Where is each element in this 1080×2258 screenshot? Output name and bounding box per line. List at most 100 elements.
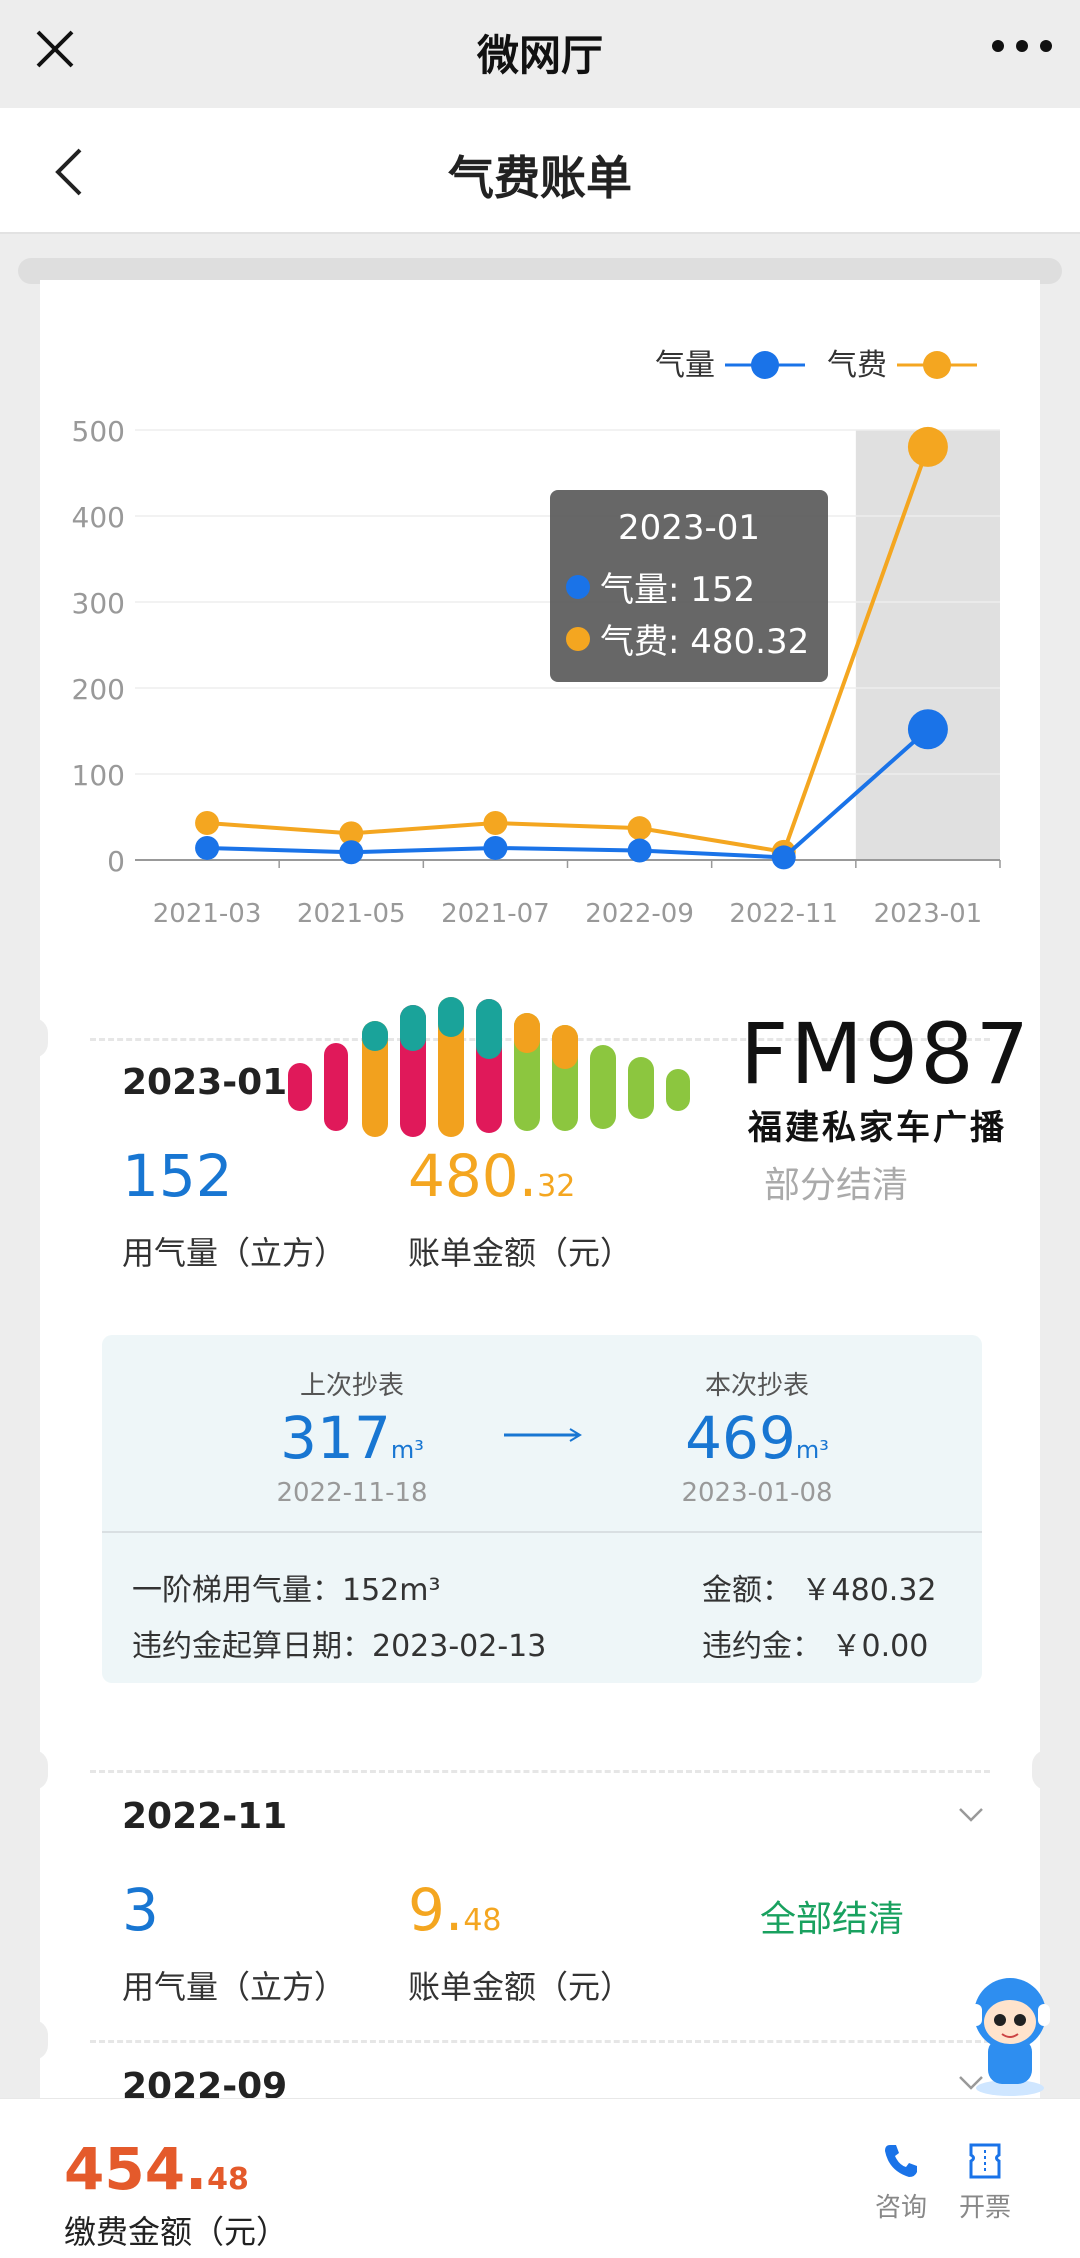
bill-amount-int: 9. [408, 1876, 464, 1944]
window-title-bar: 微网厅 [0, 0, 1080, 108]
tier-amount: 金额： ￥480.32 [702, 1573, 937, 1608]
payment-amount: 454.48 [64, 2135, 249, 2203]
arrow-right-icon [504, 1428, 582, 1442]
nav-bar: 气费账单 [0, 108, 1080, 234]
y-tick-label: 300 [72, 587, 125, 620]
status-badge: 部分结清 [764, 1165, 909, 1206]
data-point-fee [627, 816, 652, 841]
invoice-button[interactable]: 开票 [950, 2141, 1020, 2224]
chart-tooltip: 2023-01 气量: 152 气费: 480.32 [550, 490, 828, 682]
legend-label: 气费 [827, 348, 887, 383]
series-line-fee [206, 446, 930, 855]
y-tick-label: 0 [107, 845, 125, 878]
legend-label: 气量 [655, 348, 715, 383]
bill-month: 2022-11 [122, 1796, 288, 1837]
curr-reading-date: 2023-01-08 [681, 1478, 833, 1508]
watermark-subtitle: 福建私家车广播 [748, 1108, 1007, 1148]
card-notch [18, 2020, 48, 2060]
watermark-brand: FM987 [740, 1005, 1032, 1103]
data-point-fee [907, 426, 948, 467]
bill-month: 2023-01 [122, 1062, 288, 1103]
y-tick-label: 400 [72, 501, 125, 534]
bill-chart[interactable]: 500 400 300 200 100 0 2021-03 2021-05 2021-07 202… [40, 280, 1040, 960]
chart-highlight-band [855, 430, 1000, 860]
scroll-indicator [18, 258, 1062, 284]
prev-reading: 上次抄表 317m³ 2022-11-18 [252, 1365, 452, 1508]
tier-usage: 一阶梯用气量：152m³ [132, 1573, 441, 1608]
bill-amount-value: 9.48 [408, 1876, 502, 1944]
data-point-gas [907, 709, 948, 750]
prev-reading-date: 2022-11-18 [276, 1478, 428, 1508]
phone-icon [885, 2145, 917, 2177]
curr-reading-value: 469 [685, 1404, 796, 1472]
page-title: 气费账单 [448, 151, 632, 205]
x-tick-label: 2022-11 [729, 899, 838, 929]
status-badge: 全部结清 [760, 1899, 905, 1940]
payment-amount-dec: 48 [207, 2162, 249, 2197]
data-point-fee [195, 811, 220, 836]
tooltip-fee-dot [566, 626, 590, 651]
x-tick-label: 2023-01 [874, 899, 983, 929]
prev-reading-value: 317 [280, 1404, 391, 1472]
gas-volume-label: 用气量（立方） [122, 1234, 347, 1272]
card-notch [18, 1750, 48, 1790]
x-tick-label: 2021-03 [153, 899, 262, 929]
data-point-gas [627, 838, 652, 863]
consult-label: 咨询 [874, 2193, 927, 2223]
legend-marker [923, 351, 951, 379]
radio-logo-watermark [288, 997, 690, 1137]
curr-reading-value-wrap: 469m³ [657, 1404, 857, 1472]
meter-reading-panel: 上次抄表 317m³ 2022-11-18 本次抄表 469m³ 2023-01… [102, 1335, 982, 1683]
y-tick-label: 200 [72, 673, 125, 706]
series-line-gas [207, 727, 930, 860]
card-notch [18, 1018, 48, 1058]
payment-amount-label: 缴费金额（元） [64, 2213, 289, 2251]
invoice-label: 开票 [958, 2193, 1011, 2223]
bill-amount-dec: 32 [537, 1169, 576, 1204]
bill-amount-label: 账单金额（元） [408, 1234, 633, 1272]
tooltip-row-fee: 气费: 480.32 [566, 614, 809, 663]
bill-amount-dec: 48 [463, 1903, 502, 1938]
penalty-start-date: 违约金起算日期：2023-02-13 [132, 1629, 547, 1664]
gas-volume-value: 152 [122, 1142, 233, 1210]
chevron-down-icon[interactable] [958, 1806, 984, 1824]
payment-amount-int: 454. [64, 2135, 208, 2203]
tooltip-fee-text: 气费: 480.32 [600, 622, 810, 662]
radio-logo-bars [288, 997, 690, 1137]
curr-reading: 本次抄表 469m³ 2023-01-08 [657, 1365, 857, 1508]
y-tick-label: 100 [72, 759, 125, 792]
bill-card: 500 400 300 200 100 0 2021-03 2021-05 2021-07 202… [18, 280, 1062, 2107]
tooltip-gas-dot [566, 574, 590, 599]
data-point-gas [483, 835, 508, 860]
data-point-fee [339, 821, 364, 846]
curr-reading-label: 本次抄表 [704, 1371, 809, 1401]
tooltip-date: 2023-01 [617, 508, 761, 548]
prev-reading-label: 上次抄表 [299, 1371, 404, 1401]
penalty-amount: 违约金： ￥0.00 [702, 1629, 929, 1664]
ticket-icon [969, 2143, 1001, 2179]
window-title: 微网厅 [476, 31, 603, 80]
x-tick-label: 2021-07 [441, 899, 550, 929]
data-point-gas [195, 835, 220, 860]
data-point-fee [483, 811, 508, 836]
gas-volume-value: 3 [122, 1876, 159, 1944]
bill-amount-int: 480. [408, 1142, 538, 1210]
divider [90, 1770, 990, 1773]
more-icon[interactable] [992, 40, 1052, 54]
close-icon[interactable] [30, 24, 80, 74]
divider [90, 2040, 990, 2043]
back-icon[interactable] [50, 146, 90, 198]
gas-volume-label: 用气量（立方） [122, 1968, 347, 2006]
prev-reading-unit: m³ [390, 1436, 424, 1464]
payment-bar: 454.48 缴费金额（元） 咨询 开票 [0, 2098, 1080, 2258]
x-tick-label: 2021-05 [297, 899, 406, 929]
assistant-mascot-icon[interactable] [960, 1970, 1060, 2100]
legend-marker [751, 351, 779, 379]
data-point-gas [771, 845, 796, 870]
chart-svg: 500 400 300 200 100 0 2021-03 2021-05 2021-07 202… [72, 348, 1001, 929]
consult-button[interactable]: 咨询 [866, 2141, 936, 2224]
data-point-gas [339, 840, 364, 865]
curr-reading-unit: m³ [795, 1436, 829, 1464]
chevron-down-icon[interactable] [958, 2074, 984, 2092]
x-tick-label: 2022-09 [585, 899, 694, 929]
